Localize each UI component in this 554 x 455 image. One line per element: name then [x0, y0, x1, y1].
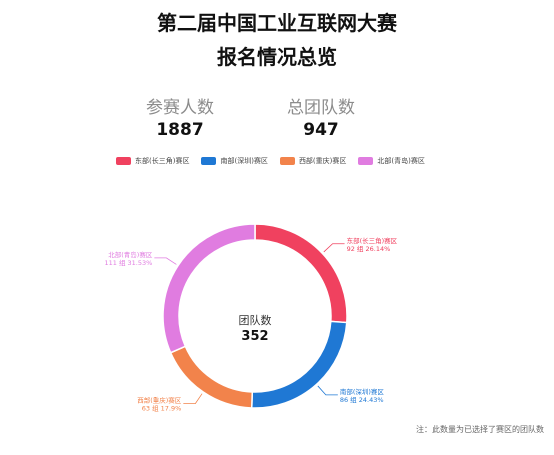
legend-swatch-east [116, 157, 131, 165]
title-line-1: 第二届中国工业互联网大赛 [157, 11, 397, 35]
leader-line-north [154, 257, 177, 265]
legend-swatch-south [201, 157, 217, 165]
participants-stat: 参赛人数 1887 [100, 98, 260, 140]
legend-swatch-west [279, 157, 295, 165]
slice-name-label-west: 西部(重庆)赛区 [137, 396, 182, 405]
leader-line-west [183, 393, 203, 405]
donut-slice-east[interactable] [254, 223, 348, 324]
donut-slice-west[interactable] [169, 345, 254, 409]
participants-label: 参赛人数 [146, 98, 214, 118]
legend-label-south: 南部(深圳)赛区 [220, 157, 268, 165]
slice-value-label-west: 63 组 17.9% [142, 404, 182, 413]
legend-item-north[interactable]: 北部(青岛)赛区 [358, 156, 425, 166]
legend-label-west: 西部(重庆)赛区 [298, 157, 347, 165]
teams-label: 总团队数 [287, 98, 355, 118]
teams-value: 947 [303, 120, 339, 140]
slice-name-label-east: 东部(长三角)赛区 [347, 236, 398, 245]
legend-item-south[interactable]: 南部(深圳)赛区 [201, 156, 268, 166]
participants-value: 1887 [156, 120, 204, 140]
title-line-2: 报名情况总览 [217, 45, 337, 69]
center-label: 团队数 [239, 313, 272, 327]
teams-stat: 总团队数 947 [241, 98, 401, 140]
leader-line-east [323, 243, 345, 253]
slice-name-label-north: 北部(青岛)赛区 [108, 250, 153, 259]
donut-slice-north[interactable] [162, 223, 256, 354]
slice-value-label-east: 92 组 26.14% [347, 244, 391, 253]
chart-legend: 东部(长三角)赛区 南部(深圳)赛区 西部(重庆)赛区 北部(青岛)赛区 [116, 156, 437, 166]
legend-label-north: 北部(青岛)赛区 [377, 157, 425, 165]
leader-line-south [317, 385, 338, 396]
slice-name-label-south: 南部(深圳)赛区 [340, 387, 385, 396]
slice-value-label-south: 86 组 24.43% [340, 395, 384, 404]
slice-value-label-north: 111 组 31.53% [105, 258, 153, 267]
legend-label-east: 东部(长三角)赛区 [135, 157, 190, 165]
footnote: 注：此数量为已选择了赛区的团队数 [416, 425, 544, 434]
center-value: 352 [241, 329, 268, 344]
legend-swatch-north [358, 157, 374, 165]
legend-item-east[interactable]: 东部(长三角)赛区 [116, 156, 189, 166]
legend-item-west[interactable]: 西部(重庆)赛区 [279, 156, 347, 166]
